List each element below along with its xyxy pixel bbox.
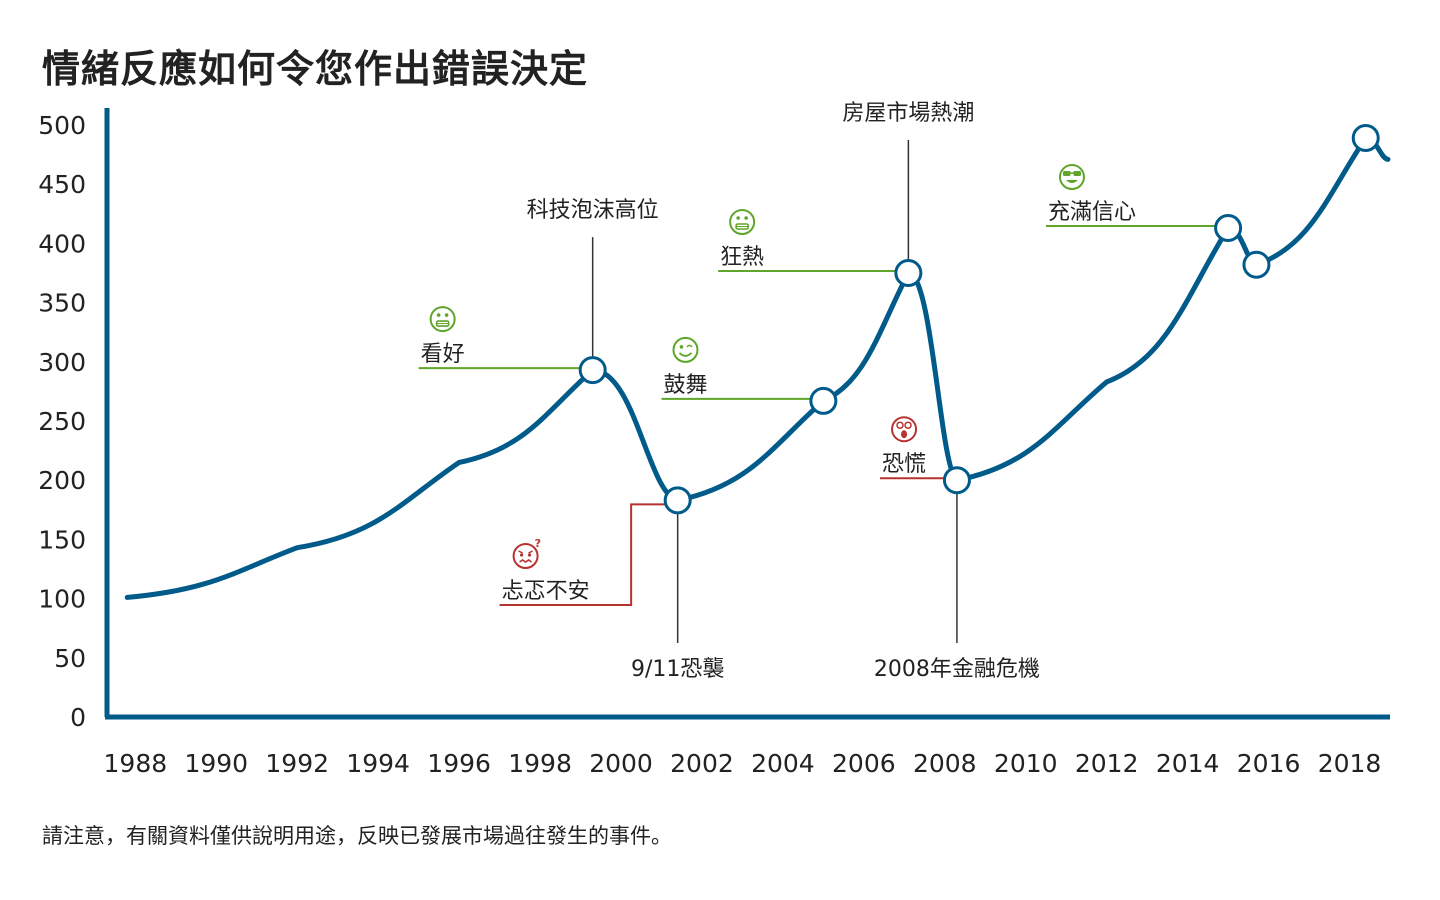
turning-point-marker — [942, 466, 971, 495]
event-callout: 房屋市場熱潮 — [842, 101, 974, 273]
face-question-mark: ? — [535, 537, 541, 550]
event-label: 2008年金融危機 — [874, 657, 1040, 682]
x-tick-label: 1996 — [427, 749, 491, 778]
turning-point-marker — [578, 356, 607, 385]
x-tick-label: 1992 — [265, 749, 329, 778]
face-eye — [519, 553, 524, 557]
face-lens — [1062, 171, 1071, 177]
y-tick-label: 350 — [38, 289, 86, 318]
emotion-label: 恐慌 — [882, 452, 926, 477]
x-tick-label: 1994 — [346, 749, 410, 778]
emotion-label: 充滿信心 — [1048, 200, 1136, 225]
event-callout: 科技泡沫高位 — [527, 198, 659, 371]
y-tick-label: 50 — [54, 644, 86, 673]
event-label: 房屋市場熱潮 — [842, 101, 974, 126]
footnote: 請注意，有關資料僅供說明用途，反映已發展市場過往發生的事件。 — [42, 824, 672, 848]
y-tick-label: 300 — [38, 348, 86, 377]
y-tick-label: 100 — [38, 585, 86, 614]
turning-point-marker — [1214, 214, 1243, 243]
face-mouth — [1065, 180, 1078, 184]
x-tick-label: 2004 — [751, 749, 815, 778]
emotion-annotation: 看好 — [418, 306, 593, 370]
emotion-label: 看好 — [421, 342, 465, 367]
face-eye — [679, 345, 684, 349]
emotion-connector — [499, 503, 678, 606]
emotion-annotation: 狂熱 — [718, 209, 909, 272]
x-tick-label: 2002 — [670, 749, 734, 778]
turning-point-markers — [578, 124, 1380, 515]
emotion-label: 鼓舞 — [663, 373, 707, 398]
x-tick-label: 2018 — [1318, 749, 1382, 778]
x-tick-label: 2016 — [1237, 749, 1301, 778]
turning-point-marker — [1242, 250, 1271, 279]
event-label: 科技泡沫高位 — [527, 198, 659, 223]
face-outline — [672, 336, 699, 363]
x-tick-label: 1990 — [184, 749, 248, 778]
face-eye — [896, 421, 904, 429]
y-tick-label: 150 — [38, 525, 86, 554]
face-eye — [444, 313, 449, 317]
face-eye — [527, 553, 532, 557]
x-tick-label: 2006 — [832, 749, 896, 778]
event-label: 9/11恐襲 — [631, 657, 724, 682]
y-tick-label: 250 — [38, 407, 86, 436]
face-mouth — [678, 352, 693, 357]
x-tick-label: 2012 — [1075, 749, 1139, 778]
x-tick-label: 2014 — [1156, 749, 1220, 778]
face-outline — [429, 306, 456, 333]
event-callout: 2008年金融危機 — [874, 480, 1040, 682]
face-eye — [904, 421, 912, 429]
grin-icon — [729, 209, 756, 235]
face-wink-eye — [686, 344, 693, 348]
face-brows — [518, 550, 533, 554]
sunglasses-icon — [1058, 164, 1085, 191]
emotion-annotation: 鼓舞 — [661, 336, 824, 400]
event-callout: 9/11恐襲 — [631, 500, 724, 682]
face-eye — [736, 216, 740, 220]
x-tick-label: 1988 — [104, 749, 168, 778]
face-outline — [891, 416, 918, 443]
y-tick-label: 0 — [70, 703, 86, 732]
emotion-annotation: 充滿信心 — [1045, 164, 1229, 228]
face-mouth — [901, 430, 908, 439]
event-callouts: 科技泡沫高位 9/11恐襲 房屋市場熱潮 2008年金融危機 — [527, 101, 1040, 682]
x-tick-label: 2000 — [589, 749, 653, 778]
emotion-label: 狂熱 — [720, 245, 764, 270]
x-tick-label: 2010 — [994, 749, 1058, 778]
turning-point-marker — [663, 486, 692, 515]
x-tick-label: 1998 — [508, 749, 572, 778]
chart-title: 情緒反應如何令您作出錯誤決定 — [42, 47, 589, 91]
axes: 0 50 100 150 200 250 300 350 400 450 500 1988 1990 19… — [38, 108, 1390, 778]
emotion-label: 忐忑不安 — [502, 579, 590, 604]
wink-icon — [672, 336, 699, 363]
face-eye — [744, 216, 748, 220]
market-line — [124, 135, 1391, 600]
face-lens — [1073, 171, 1081, 177]
face-outline — [512, 543, 539, 569]
turning-point-marker — [894, 259, 923, 287]
face-mouth — [519, 559, 533, 563]
y-tick-label: 200 — [38, 466, 86, 495]
face-outline — [729, 209, 756, 235]
y-tick-label: 500 — [38, 111, 86, 140]
face-eye — [436, 313, 441, 317]
turning-point-marker — [1351, 124, 1380, 153]
emotion-annotation: 忐忑不安? — [499, 503, 678, 606]
worried-icon: ? — [512, 537, 541, 569]
turning-point-marker — [809, 386, 838, 415]
shocked-icon — [891, 416, 918, 443]
y-tick-label: 400 — [38, 229, 86, 258]
grin-icon — [429, 306, 456, 333]
face-outline — [1058, 164, 1085, 191]
market-series-line — [124, 135, 1391, 600]
y-tick-label: 450 — [38, 170, 86, 199]
x-tick-label: 2008 — [913, 749, 977, 778]
